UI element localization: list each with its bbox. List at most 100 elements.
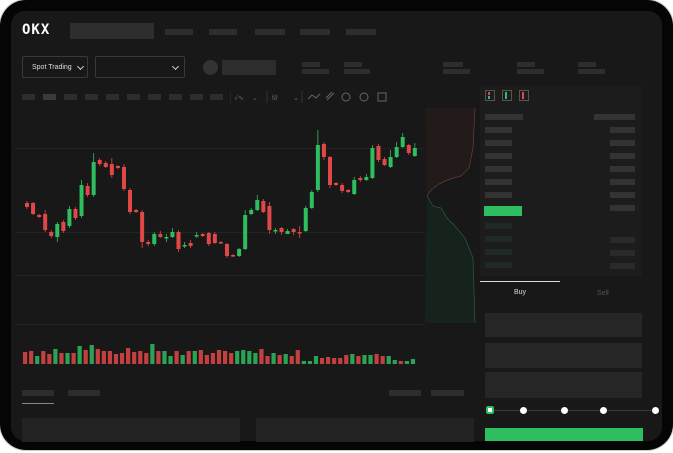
timeframe-button[interactable] xyxy=(127,94,140,100)
slider-step[interactable] xyxy=(600,407,607,414)
timeframe-button[interactable] xyxy=(169,94,182,100)
candle xyxy=(49,230,54,238)
candle xyxy=(182,242,187,248)
nav-item[interactable] xyxy=(165,29,193,35)
candle xyxy=(279,227,284,235)
timeframe-button[interactable] xyxy=(148,94,161,100)
trend-line-icon[interactable] xyxy=(307,93,321,100)
candle xyxy=(291,228,296,235)
volume-bar xyxy=(319,358,325,364)
volume-bar xyxy=(362,355,367,364)
volume-bar xyxy=(313,356,319,364)
timeframe-button[interactable] xyxy=(64,94,77,100)
volume-bar xyxy=(29,351,34,364)
bids-only-icon[interactable] xyxy=(502,90,512,101)
volume-bar xyxy=(350,354,355,364)
volume-bar xyxy=(356,356,361,364)
nav-item[interactable] xyxy=(209,29,237,35)
slider-step[interactable] xyxy=(561,407,568,414)
ask-price xyxy=(485,153,512,159)
volume-bar xyxy=(368,355,373,364)
search-bar[interactable] xyxy=(70,23,154,39)
timeframe-button[interactable] xyxy=(85,94,98,100)
amount-slider[interactable] xyxy=(490,410,656,411)
volume-bar xyxy=(277,355,282,364)
amount-input[interactable] xyxy=(485,343,642,368)
ask-price xyxy=(485,127,512,133)
volume-bar xyxy=(259,349,264,364)
candle xyxy=(152,232,157,246)
magnet-icon[interactable] xyxy=(341,92,351,102)
ruler-icon[interactable] xyxy=(325,91,335,101)
volume-bar xyxy=(295,350,300,364)
tab-sell[interactable]: Sell xyxy=(597,290,609,297)
stat-value xyxy=(517,69,544,74)
pair-dropdown[interactable] xyxy=(95,56,185,78)
candle xyxy=(79,180,84,218)
timeframe-button[interactable] xyxy=(190,94,203,100)
spot-trading-dropdown[interactable]: Spot Trading xyxy=(22,56,88,78)
buy-button[interactable] xyxy=(485,428,643,441)
slider-handle[interactable] xyxy=(486,406,494,414)
candle xyxy=(334,182,339,186)
volume-bar xyxy=(247,351,252,364)
fullscreen-icon[interactable] xyxy=(377,92,387,102)
candle xyxy=(224,243,229,258)
nav-item[interactable] xyxy=(346,29,376,35)
candle xyxy=(25,201,29,209)
candle xyxy=(249,208,254,215)
stat-value xyxy=(344,69,370,74)
candle xyxy=(170,228,175,238)
candle xyxy=(109,158,114,178)
candle xyxy=(194,232,199,238)
stat-value xyxy=(302,69,329,74)
volume-bar xyxy=(65,353,70,364)
total-input[interactable] xyxy=(485,372,642,398)
okx-logo[interactable]: OKX xyxy=(22,22,51,38)
tab-open-orders[interactable] xyxy=(22,390,54,396)
tab-order-history[interactable] xyxy=(68,390,100,396)
volume-bar xyxy=(95,349,100,364)
volume-bar xyxy=(192,351,197,364)
formula-icon[interactable]: f∂ xyxy=(272,95,278,102)
stat-label xyxy=(517,62,535,67)
candle xyxy=(55,222,60,242)
price-input[interactable] xyxy=(485,313,642,337)
coin-icon xyxy=(203,60,218,75)
volume-bar xyxy=(235,351,240,364)
nav-item[interactable] xyxy=(255,29,285,35)
candle xyxy=(73,207,78,220)
order-book-view-toggle[interactable] xyxy=(485,90,531,102)
timeframe-button[interactable] xyxy=(210,94,223,100)
slider-step[interactable] xyxy=(520,407,527,414)
ask-amount xyxy=(610,192,635,198)
volume-bar xyxy=(144,353,149,364)
asks-only-icon[interactable] xyxy=(519,90,529,101)
both-sides-icon[interactable] xyxy=(485,90,495,101)
tab-buy[interactable]: Buy xyxy=(514,289,527,296)
tab-underline xyxy=(480,281,560,282)
filter-button[interactable] xyxy=(431,390,464,396)
nav-item[interactable] xyxy=(300,29,330,35)
candlestick-chart[interactable] xyxy=(0,0,430,380)
stat-label xyxy=(344,62,362,67)
candle xyxy=(315,130,320,192)
volume-bar xyxy=(150,344,155,364)
slider-step[interactable] xyxy=(652,407,659,414)
timeframe-button[interactable] xyxy=(43,94,56,100)
candle xyxy=(352,177,357,195)
volume-bar xyxy=(344,355,349,364)
bid-amount xyxy=(610,250,635,256)
indicator-icon[interactable]: √∿ xyxy=(234,94,244,102)
timeframe-button[interactable] xyxy=(22,94,35,100)
dropdown-label: Spot Trading xyxy=(32,63,72,71)
filter-button[interactable] xyxy=(389,390,421,396)
chevron-down-icon[interactable]: ⌄ xyxy=(252,95,258,102)
timeframe-button[interactable] xyxy=(106,94,119,100)
volume-bar xyxy=(198,350,203,364)
candle xyxy=(309,190,314,209)
volume-bar xyxy=(107,351,113,364)
chevron-down-icon[interactable]: ⌄ xyxy=(293,95,299,102)
eye-icon[interactable] xyxy=(359,92,369,102)
volume-bar xyxy=(186,351,191,364)
